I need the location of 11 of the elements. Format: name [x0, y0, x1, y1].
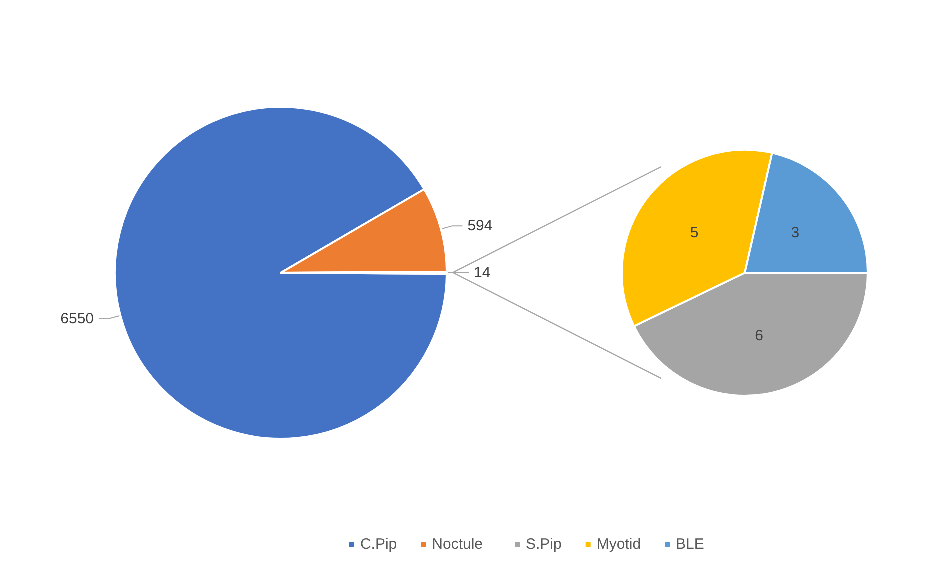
legend-label: BLE — [676, 536, 704, 553]
data-label: 6550 — [60, 310, 94, 328]
legend-label: Myotid — [596, 536, 642, 553]
legend-label: S.Pip — [526, 536, 562, 553]
data-label: 5 — [690, 224, 699, 242]
data-label: 3 — [791, 224, 800, 242]
legend-label: C.Pip — [360, 536, 398, 553]
data-label: 594 — [468, 218, 493, 235]
data-label: 14 — [474, 264, 491, 282]
legend-label: Noctule — [432, 536, 483, 553]
data-label: 6 — [755, 327, 764, 344]
